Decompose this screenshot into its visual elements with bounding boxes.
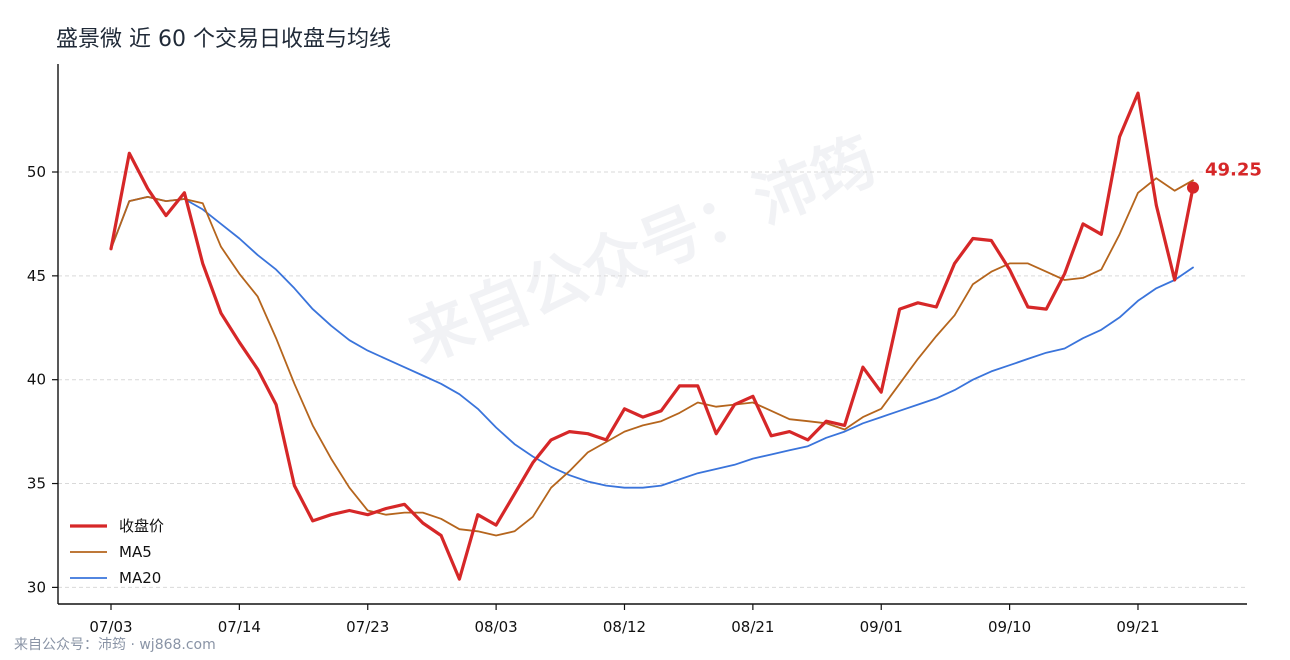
y-tick-label: 40 xyxy=(27,371,46,389)
chart-title: 盛景微 近 60 个交易日收盘与均线 xyxy=(56,27,391,52)
legend-label: MA5 xyxy=(119,543,152,561)
x-tick-label: 07/23 xyxy=(346,618,389,636)
last-close-point xyxy=(1187,181,1199,194)
annotations: 49.25 xyxy=(1187,160,1262,194)
y-tick-label: 35 xyxy=(27,475,46,493)
legend-label: MA20 xyxy=(119,569,161,587)
x-tick-label: 08/03 xyxy=(475,618,518,636)
legend-label: 收盘价 xyxy=(119,517,164,535)
x-tick-label: 07/03 xyxy=(89,618,132,636)
watermark: 来自公众号：沛筠 xyxy=(398,123,885,376)
x-tick-label: 09/21 xyxy=(1116,618,1159,636)
y-tick-label: 30 xyxy=(27,578,46,596)
y-tick-label: 50 xyxy=(27,163,46,181)
series-lines xyxy=(109,91,1195,581)
last-close-label: 49.25 xyxy=(1205,160,1262,181)
legend: 收盘价 MA5 MA20 xyxy=(70,517,164,587)
x-tick-label: 09/01 xyxy=(860,618,903,636)
x-tick-label: 08/21 xyxy=(731,618,774,636)
x-tick-label: 08/12 xyxy=(603,618,646,636)
y-tick-label: 45 xyxy=(27,267,46,285)
series-line-close xyxy=(109,91,1195,581)
footer-credit: 来自公众号：沛筠 · wj868.com xyxy=(14,637,216,653)
grid xyxy=(58,171,1247,588)
axes: 30 35 40 45 50 07/03 07/14 07/23 08/03 08/12 08/21… xyxy=(27,64,1247,636)
x-tick-label: 07/14 xyxy=(218,618,261,636)
series-line-ma20 xyxy=(110,196,1194,489)
x-tick-label: 09/10 xyxy=(988,618,1031,636)
series-line-ma5 xyxy=(110,177,1194,537)
